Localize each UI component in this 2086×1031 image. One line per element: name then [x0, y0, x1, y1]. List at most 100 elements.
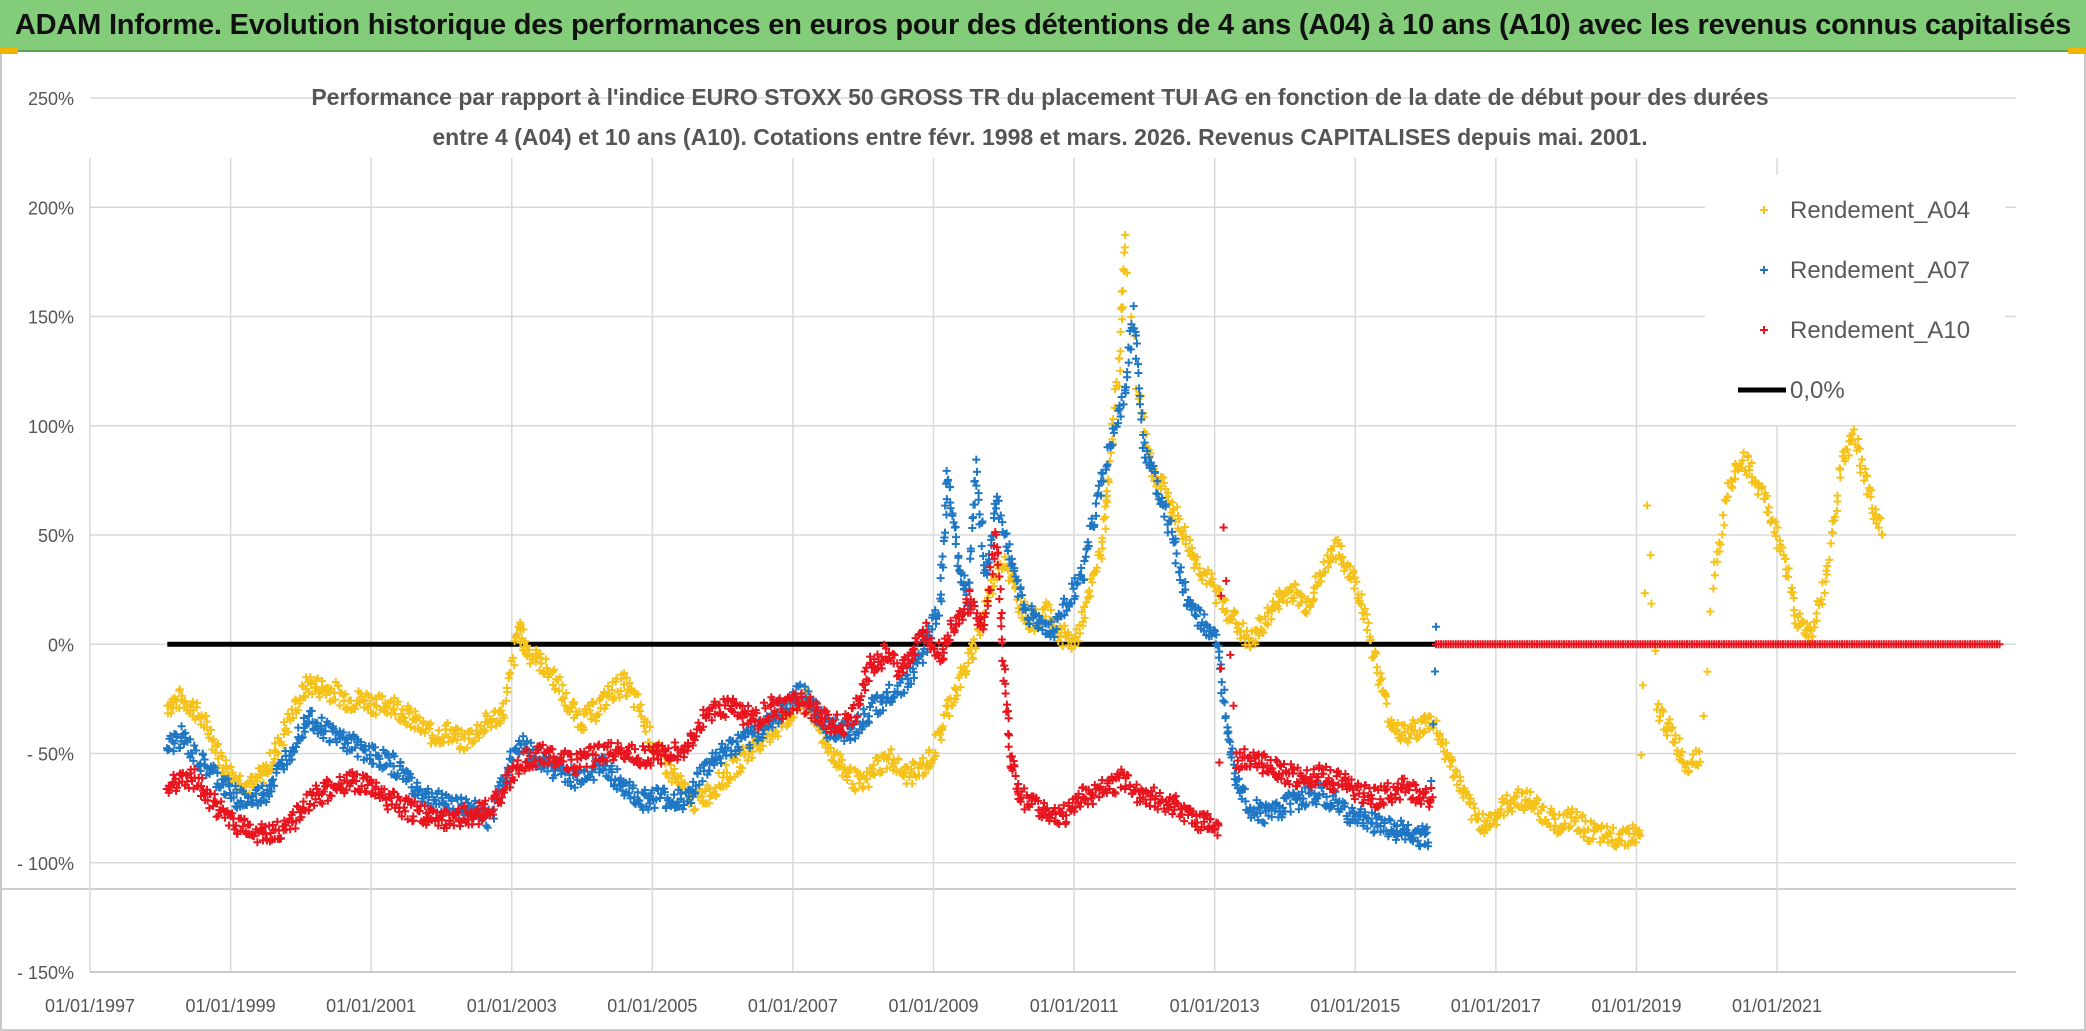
data-point [705, 799, 714, 808]
data-point [411, 707, 420, 716]
data-point [383, 805, 392, 814]
series-rendement_a04 [163, 230, 1887, 851]
data-point [996, 585, 1005, 594]
data-point [202, 723, 211, 732]
data-point [936, 730, 945, 739]
data-point [945, 483, 954, 492]
data-point [236, 796, 245, 805]
data-point [1397, 816, 1406, 825]
data-point [1080, 603, 1089, 612]
data-point [944, 475, 953, 484]
data-point [869, 760, 878, 769]
data-point [548, 745, 557, 754]
data-point [249, 832, 258, 841]
data-point [575, 762, 584, 771]
data-point [1127, 320, 1136, 329]
data-point [945, 635, 954, 644]
data-point [1123, 373, 1132, 382]
data-point [1836, 473, 1845, 482]
data-point [1098, 544, 1107, 553]
data-point [1007, 752, 1016, 761]
data-point [1377, 674, 1386, 683]
data-point [1261, 612, 1270, 621]
data-point [510, 776, 519, 785]
data-point [1164, 488, 1173, 497]
data-point [910, 673, 919, 682]
data-point [1235, 748, 1244, 757]
data-point [437, 793, 446, 802]
data-point [1193, 818, 1202, 827]
data-point [969, 655, 978, 664]
data-point [772, 728, 781, 737]
data-point [1124, 771, 1133, 780]
data-point [929, 644, 938, 653]
data-point [558, 681, 567, 690]
data-point [980, 620, 989, 629]
data-point [396, 758, 405, 767]
data-point [515, 749, 524, 758]
data-point [1435, 729, 1444, 738]
data-point [1206, 814, 1215, 823]
data-point [573, 755, 582, 764]
data-point [717, 759, 726, 768]
data-point [1584, 825, 1593, 834]
data-point [206, 725, 215, 734]
data-point [922, 618, 931, 627]
data-point [617, 744, 626, 753]
data-point [526, 738, 535, 747]
data-point [688, 741, 697, 750]
data-point [1754, 490, 1763, 499]
data-point [648, 786, 657, 795]
data-point [1168, 810, 1177, 819]
data-point [1077, 571, 1086, 580]
data-point [1077, 563, 1086, 572]
data-point [977, 542, 986, 551]
data-point [1222, 576, 1231, 585]
data-point [1328, 801, 1337, 810]
data-point [1180, 523, 1189, 532]
data-point [1101, 512, 1110, 521]
data-point [641, 727, 650, 736]
x-tick-label: 01/01/2021 [1732, 996, 1822, 1016]
data-point [1263, 620, 1272, 629]
data-point [605, 690, 614, 699]
data-point [1067, 599, 1076, 608]
data-point [1034, 624, 1043, 633]
data-point [1203, 810, 1212, 819]
data-point [970, 500, 979, 509]
data-point [1376, 669, 1385, 678]
data-point [407, 773, 416, 782]
data-point [1210, 581, 1219, 590]
data-point [1115, 404, 1124, 413]
data-point [630, 745, 639, 754]
data-point [1302, 766, 1311, 775]
data-point [1340, 802, 1349, 811]
data-point [1001, 665, 1010, 674]
data-point [1208, 574, 1217, 583]
data-point [442, 823, 451, 832]
data-point [1118, 303, 1127, 312]
data-point [1131, 354, 1140, 363]
data-point [1277, 774, 1286, 783]
data-point [1526, 787, 1535, 796]
data-point [622, 673, 631, 682]
data-point [1125, 781, 1134, 790]
data-point [1327, 546, 1336, 555]
data-point [1002, 700, 1011, 709]
data-point [941, 501, 950, 510]
data-point [352, 776, 361, 785]
data-point [773, 732, 782, 741]
data-point [777, 714, 786, 723]
data-point [973, 609, 982, 618]
data-point [1810, 623, 1819, 632]
data-point [1254, 816, 1263, 825]
data-point [1812, 616, 1821, 625]
data-point [1271, 755, 1280, 764]
data-point [538, 740, 547, 749]
data-point [945, 712, 954, 721]
data-point [692, 732, 701, 741]
data-point [1602, 822, 1611, 831]
y-tick-label: - 100% [17, 854, 74, 874]
data-point [318, 799, 327, 808]
data-point [951, 533, 960, 542]
